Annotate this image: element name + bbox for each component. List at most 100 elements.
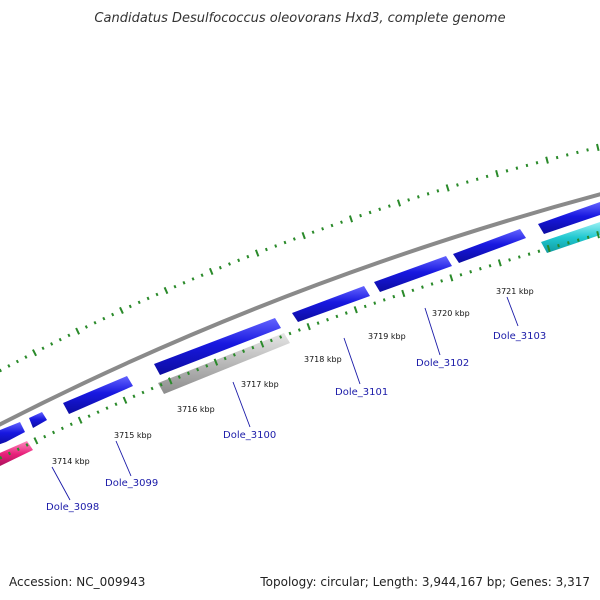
tick-label: 3716 kbp	[177, 405, 215, 414]
tick-mark	[368, 210, 372, 215]
tick-mark	[237, 258, 241, 263]
tick-mark	[87, 414, 91, 418]
tick-mark	[33, 437, 39, 445]
tick-mark	[0, 455, 3, 460]
gene-feature	[374, 256, 452, 292]
gene-label-dole-3100[interactable]: Dole_3100	[223, 430, 276, 441]
tick-mark	[173, 284, 177, 289]
tick-mark	[111, 312, 115, 317]
tick-mark	[515, 166, 519, 170]
tick-mark	[495, 169, 499, 178]
tick-mark	[449, 274, 454, 282]
tick-mark	[292, 237, 296, 241]
tick-mark	[137, 300, 141, 305]
tick-mark	[330, 223, 334, 228]
tick-mark	[32, 349, 37, 357]
tick-mark	[167, 377, 173, 385]
tick-mark	[0, 368, 2, 373]
tick-mark	[67, 333, 71, 338]
gene-label-dole-3103[interactable]: Dole_3103	[493, 331, 546, 342]
tick-mark	[141, 390, 145, 395]
tick-label: 3719 kbp	[368, 332, 406, 341]
tick-mark	[340, 220, 343, 224]
tick-mark	[576, 150, 579, 155]
gene-label-dole-3102[interactable]: Dole_3102	[416, 358, 469, 369]
tick-mark	[465, 180, 469, 184]
tick-mark	[122, 396, 128, 404]
tick-mark	[43, 434, 47, 439]
tick-mark	[105, 406, 109, 410]
tick-mark	[279, 335, 283, 339]
tick-mark	[114, 402, 118, 406]
tick-mark	[505, 169, 509, 173]
inner-tick-marks	[0, 231, 600, 460]
tick-mark	[382, 298, 386, 302]
tick-mark	[288, 331, 292, 336]
tick-mark	[251, 345, 255, 350]
tick-mark	[119, 306, 124, 315]
tick-mark	[16, 447, 20, 452]
tick-mark	[269, 338, 273, 343]
pseudogene-feature	[158, 333, 290, 394]
gene-feature	[154, 318, 281, 375]
tick-mark	[459, 273, 463, 277]
gene-label-dole-3101[interactable]: Dole_3101	[335, 387, 388, 398]
tick-mark	[488, 264, 492, 268]
gene-label-dole-3099[interactable]: Dole_3099	[105, 478, 158, 489]
rna-gene-feature	[541, 222, 600, 253]
tick-mark	[208, 267, 214, 275]
tick-mark	[537, 249, 541, 253]
tick-mark	[373, 301, 377, 305]
kbp-labels: 3714 kbp 3715 kbp 3716 kbp 3717 kbp 3718…	[52, 287, 534, 466]
tick-mark	[546, 244, 551, 253]
tick-mark	[335, 314, 339, 319]
tick-mark	[51, 430, 56, 435]
tick-mark	[527, 252, 531, 256]
map-title: Candidatus Desulfococcus oleovorans Hxd3…	[94, 11, 505, 26]
tick-mark	[259, 340, 265, 348]
tick-mark	[326, 317, 329, 322]
tick-mark	[475, 177, 479, 181]
tick-label: 3714 kbp	[52, 457, 90, 466]
tick-mark	[416, 195, 420, 199]
leader-line	[115, 440, 132, 477]
tick-mark	[41, 346, 45, 351]
leader-line	[232, 381, 251, 428]
tick-mark	[227, 262, 232, 266]
tick-mark	[274, 244, 278, 248]
tick-mark	[557, 243, 560, 248]
tick-mark	[60, 426, 64, 431]
tick-mark	[24, 355, 28, 359]
tick-mark	[232, 353, 236, 357]
tick-mark	[363, 304, 367, 309]
tick-mark	[246, 254, 250, 259]
tick-mark	[58, 337, 62, 342]
tick-mark	[132, 394, 136, 399]
gene-feature	[538, 202, 600, 234]
tick-mark	[576, 238, 580, 242]
tick-mark	[254, 249, 260, 257]
tick-mark	[445, 184, 450, 192]
tick-mark	[508, 258, 511, 262]
tick-mark	[311, 230, 315, 234]
tick-mark	[15, 359, 19, 364]
tick-label: 3715 kbp	[114, 431, 152, 440]
tick-label: 3717 kbp	[241, 380, 279, 389]
tick-mark	[321, 227, 325, 231]
tick-mark	[69, 422, 73, 427]
tick-mark	[525, 163, 529, 168]
tick-mark	[535, 161, 539, 165]
tick-mark	[387, 204, 391, 208]
gene-label-dole-3098[interactable]: Dole_3098	[46, 502, 99, 513]
tick-mark	[392, 294, 396, 299]
tick-mark	[77, 416, 83, 424]
gene-labels: Dole_3098 Dole_3099 Dole_3100 Dole_3101 …	[46, 296, 546, 513]
tick-mark	[344, 311, 348, 315]
tick-mark	[596, 143, 600, 152]
tick-mark	[421, 285, 424, 289]
tick-mark	[163, 286, 169, 295]
tick-mark	[7, 451, 12, 456]
tick-mark	[565, 153, 569, 157]
gene-feature	[63, 376, 133, 414]
tick-mark	[93, 320, 97, 325]
